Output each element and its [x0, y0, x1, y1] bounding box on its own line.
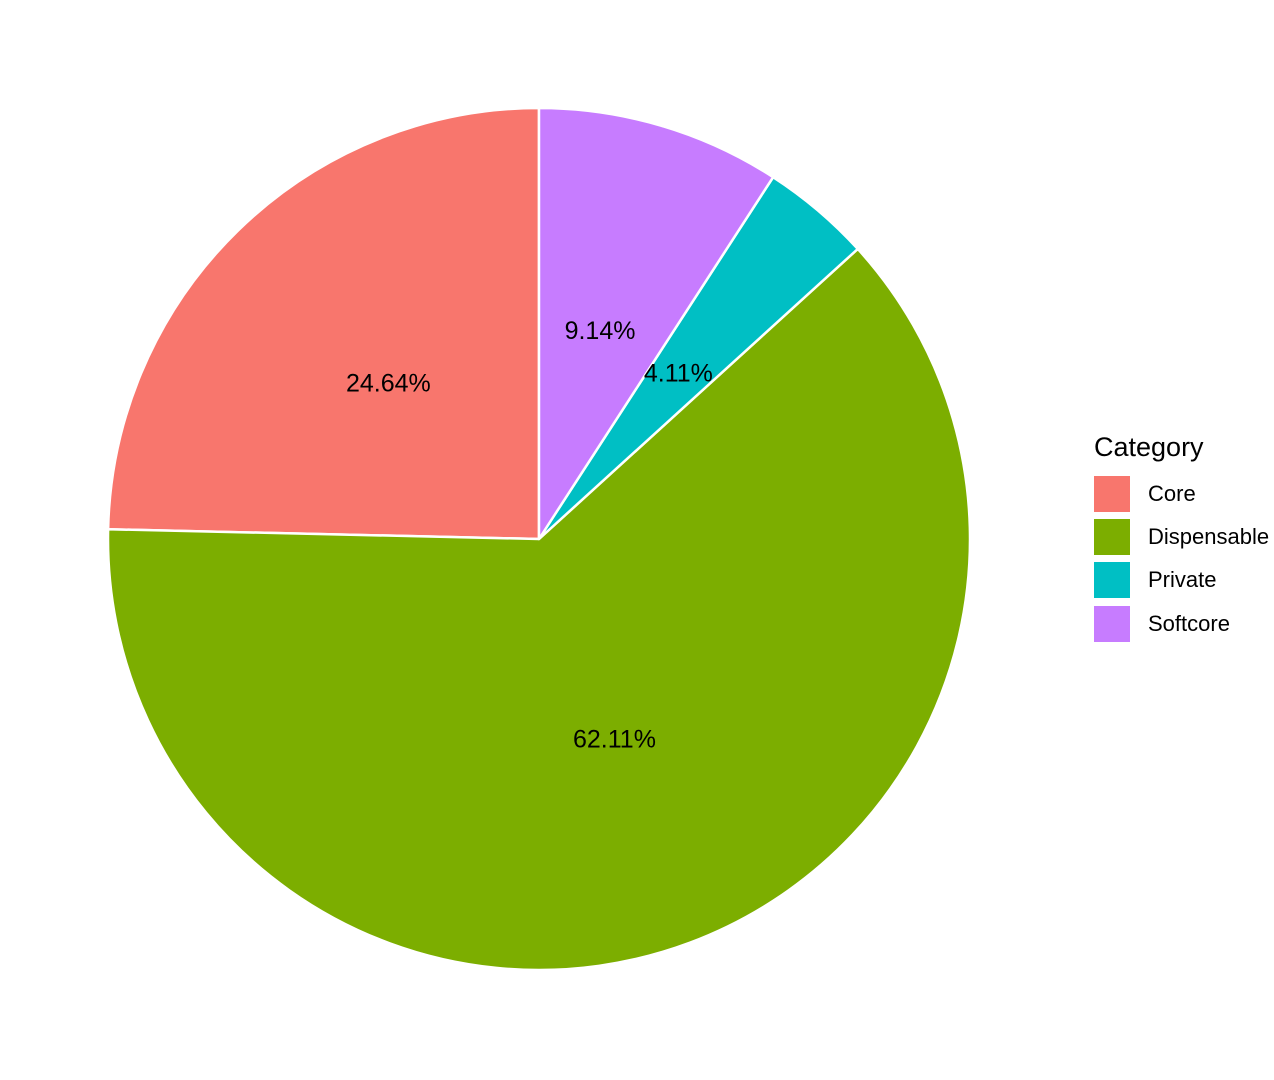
legend-swatch-private [1094, 562, 1130, 599]
slice-label-softcore: 9.14% [565, 317, 636, 345]
slice-label-dispensable: 62.11% [573, 725, 656, 753]
legend: Category Core Dispensable Private Softcore [1094, 430, 1274, 645]
slice-label-core: 24.64% [346, 370, 431, 398]
slice-label-private: 4.11% [644, 359, 713, 387]
pie-slices [106, 106, 972, 972]
pie-plot-area: 24.64% 62.11% 4.11% 9.14% [106, 106, 972, 972]
pie-slice-core [106, 106, 541, 541]
pie-slice-softcore [537, 106, 775, 541]
legend-label-private: Private [1148, 567, 1217, 593]
legend-swatch-core [1094, 475, 1130, 512]
pie-slice-labels: 24.64% 62.11% 4.11% 9.14% [346, 317, 713, 754]
pie-slice-dispensable [106, 247, 972, 972]
legend-swatch-dispensable [1094, 518, 1130, 555]
legend-label-dispensable: Dispensable [1148, 523, 1270, 549]
legend-item-dispensable: Dispensable [1094, 515, 1274, 558]
legend-items: Core Dispensable Private Softcore [1094, 472, 1274, 645]
legend-label-core: Core [1148, 480, 1196, 506]
legend-title: Category [1094, 432, 1204, 462]
legend-label-softcore: Softcore [1148, 610, 1230, 636]
legend-item-core: Core [1094, 472, 1274, 515]
legend-item-softcore: Softcore [1094, 602, 1274, 645]
legend-item-private: Private [1094, 559, 1274, 602]
legend-swatch-softcore [1094, 605, 1130, 642]
